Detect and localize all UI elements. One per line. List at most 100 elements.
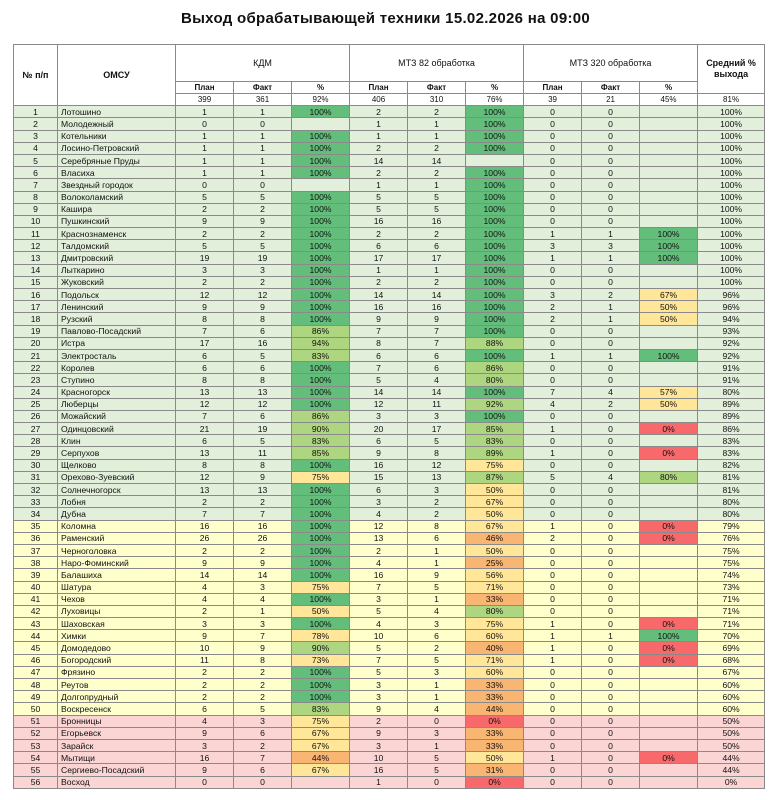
omsu-name: Воскресенск bbox=[57, 702, 176, 716]
kdm-fact: 12 bbox=[233, 397, 292, 411]
table-row: 13 Дмитровский 19 19 100% 17 17 100% 1 1 100% 100% bbox=[13, 251, 766, 265]
kdm-pct: 100% bbox=[290, 153, 351, 168]
mtz320-pct bbox=[639, 117, 699, 131]
omsu-name: Молодежный bbox=[57, 117, 176, 131]
mtz320-plan: 1 bbox=[523, 446, 583, 460]
omsu-name: Кашира bbox=[57, 202, 176, 216]
mtz320-pct bbox=[639, 141, 699, 155]
table-row: 9 Кашира 2 2 100% 5 5 100% 0 0 100% bbox=[13, 202, 766, 216]
avg-pct: 100% bbox=[697, 178, 766, 192]
omsu-name: Химки bbox=[57, 629, 176, 643]
row-num: 30 bbox=[13, 458, 58, 472]
kdm-plan: 9 bbox=[175, 214, 234, 229]
mtz82-pct: 67% bbox=[465, 519, 525, 533]
mtz82-plan: 4 bbox=[349, 507, 409, 521]
omsu-name: Волоколамский bbox=[57, 190, 176, 204]
mtz82-plan: 6 bbox=[349, 348, 409, 363]
mtz82-fact: 17 bbox=[407, 251, 467, 265]
mtz82-plan: 4 bbox=[349, 556, 409, 570]
omsu-name: Домодедово bbox=[57, 641, 176, 655]
omsu-name: Шаховская bbox=[57, 617, 176, 631]
table-row: 1 Лотошино 1 1 100% 2 2 100% 0 0 100% bbox=[13, 105, 766, 119]
kdm-pct: 100% bbox=[290, 495, 351, 509]
omsu-name: Котельники bbox=[57, 129, 176, 143]
header-num: № п/п bbox=[13, 43, 58, 107]
mtz320-fact: 0 bbox=[581, 543, 641, 558]
avg-pct: 100% bbox=[697, 129, 766, 143]
mtz82-fact: 13 bbox=[407, 470, 467, 485]
kdm-plan: 3 bbox=[175, 263, 234, 277]
mtz320-pct bbox=[639, 568, 699, 582]
table-row: 50 Воскресенск 6 5 83% 9 4 44% 0 0 60% bbox=[13, 702, 766, 716]
mtz320-fact: 0 bbox=[581, 763, 641, 777]
table-row: 42 Луховицы 2 1 50% 5 4 80% 0 0 71% bbox=[13, 604, 766, 619]
table-row: 53 Зарайск 3 2 67% 3 1 33% 0 0 50% bbox=[13, 738, 766, 753]
mtz82-fact: 8 bbox=[407, 519, 467, 533]
mtz82-pct: 100% bbox=[465, 117, 525, 131]
row-num: 35 bbox=[13, 519, 58, 533]
kdm-plan: 2 bbox=[175, 543, 234, 558]
mtz82-pct: 60% bbox=[465, 665, 525, 680]
mtz320-fact: 1 bbox=[581, 312, 641, 326]
kdm-fact: 8 bbox=[233, 312, 292, 326]
omsu-name: Власиха bbox=[57, 166, 176, 180]
mtz82-plan: 1 bbox=[349, 117, 409, 131]
avg-pct: 74% bbox=[697, 568, 766, 582]
kdm-pct: 100% bbox=[290, 556, 351, 570]
mtz320-plan: 1 bbox=[523, 227, 583, 241]
omsu-name: Мытищи bbox=[57, 751, 176, 765]
mtz82-plan: 13 bbox=[349, 531, 409, 545]
mtz82-pct: 44% bbox=[465, 702, 525, 716]
avg-pct: 70% bbox=[697, 629, 766, 643]
header-kdm: КДМ bbox=[174, 44, 351, 82]
mtz320-pct: 0% bbox=[639, 519, 699, 533]
mtz320-fact: 3 bbox=[581, 239, 641, 253]
mtz320-plan: 0 bbox=[523, 178, 583, 192]
kdm-plan: 6 bbox=[175, 348, 234, 363]
kdm-fact: 26 bbox=[233, 531, 292, 545]
mtz320-pct bbox=[639, 434, 699, 448]
mtz320-plan: 1 bbox=[523, 519, 583, 533]
mtz320-plan: 4 bbox=[523, 397, 583, 411]
avg-pct: 100% bbox=[697, 105, 766, 119]
kdm-pct: 100% bbox=[290, 227, 351, 241]
kdm-plan: 2 bbox=[175, 690, 234, 704]
avg-pct: 0% bbox=[697, 775, 766, 789]
kdm-pct bbox=[290, 775, 351, 789]
mtz82-plan: 5 bbox=[349, 665, 409, 680]
avg-pct: 93% bbox=[697, 324, 766, 338]
kdm-pct: 85% bbox=[290, 446, 351, 460]
mtz82-fact: 9 bbox=[407, 312, 467, 326]
mtz320-fact: 0 bbox=[581, 446, 641, 460]
mtz320-plan: 0 bbox=[523, 690, 583, 704]
mtz320-fact: 0 bbox=[581, 275, 641, 290]
table-row: 7 Звездный городок 0 0 1 1 100% 0 0 100% bbox=[13, 178, 766, 192]
kdm-plan: 9 bbox=[175, 300, 234, 314]
mtz320-fact: 2 bbox=[581, 397, 641, 411]
mtz320-fact: 0 bbox=[581, 178, 641, 192]
mtz320-fact: 0 bbox=[581, 665, 641, 680]
table-row: 16 Подольск 12 12 100% 14 14 100% 3 2 67% 96% bbox=[13, 287, 766, 302]
total-mtz320-plan: 39 bbox=[523, 92, 583, 107]
header-kdm-fact: Факт bbox=[233, 81, 292, 94]
kdm-fact: 19 bbox=[233, 422, 292, 436]
mtz82-pct: 100% bbox=[465, 348, 525, 363]
kdm-fact: 8 bbox=[233, 653, 292, 667]
mtz82-fact: 2 bbox=[407, 166, 467, 180]
header-omsu: ОМСУ bbox=[57, 43, 176, 107]
table-row: 3 Котельники 1 1 100% 1 1 100% 0 0 100% bbox=[13, 129, 766, 143]
kdm-fact: 1 bbox=[233, 604, 292, 619]
row-num: 48 bbox=[13, 677, 58, 692]
row-num: 40 bbox=[13, 580, 58, 594]
kdm-plan: 6 bbox=[175, 434, 234, 448]
kdm-plan: 8 bbox=[175, 373, 234, 387]
kdm-fact: 0 bbox=[233, 117, 292, 131]
row-num: 54 bbox=[13, 751, 58, 765]
total-kdm-fact: 361 bbox=[233, 92, 292, 107]
mtz82-plan: 2 bbox=[349, 714, 409, 728]
mtz320-pct bbox=[639, 690, 699, 704]
table-row: 18 Рузский 8 8 100% 9 9 100% 2 1 50% 94% bbox=[13, 312, 766, 326]
table-row: 14 Лыткарино 3 3 100% 1 1 100% 0 0 100% bbox=[13, 263, 766, 277]
avg-pct: 100% bbox=[697, 117, 766, 131]
mtz82-plan: 3 bbox=[349, 738, 409, 753]
